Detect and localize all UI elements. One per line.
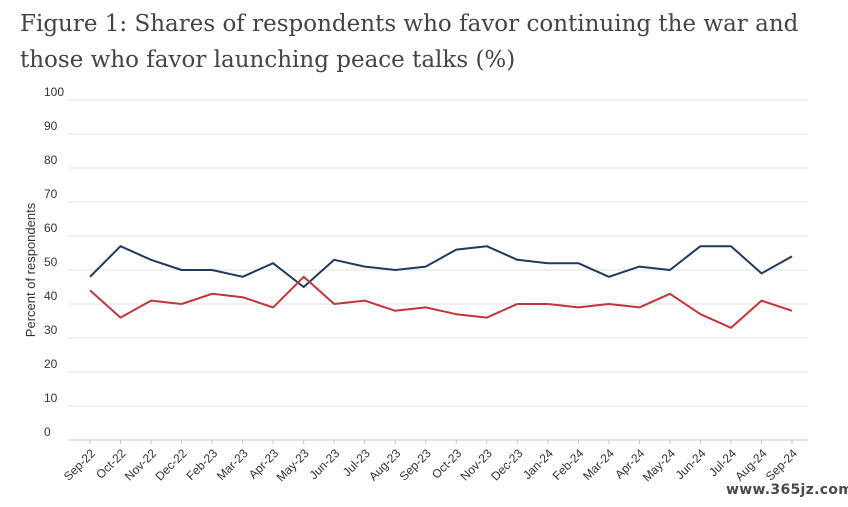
series-lines [89, 245, 793, 329]
x-tick-label: May-23 [274, 446, 312, 484]
x-tick-label: Aug-24 [732, 446, 769, 483]
y-tick-label: 100 [44, 85, 64, 99]
y-axis-ticks: 0 10 20 30 40 50 60 70 80 90 100 [44, 85, 64, 439]
y-tick-label: 10 [44, 391, 58, 405]
x-tick-label: Feb-23 [183, 446, 220, 483]
x-axis-ticks: Sep-22Oct-22Nov-22Dec-22Feb-23Mar-23Apr-… [61, 440, 800, 484]
y-tick-label: 70 [44, 187, 58, 201]
x-tick-label: Nov-23 [458, 446, 495, 483]
y-tick-label: 50 [44, 255, 58, 269]
y-tick-label: 40 [44, 289, 58, 303]
x-tick-label: Dec-23 [488, 446, 525, 483]
x-tick-label: Jan-24 [520, 446, 556, 482]
x-tick-label: Dec-22 [152, 446, 189, 483]
series-line-1 [89, 245, 793, 288]
x-tick-label: May-24 [640, 446, 678, 484]
y-tick-label: 80 [44, 153, 58, 167]
x-tick-label: Jun-23 [306, 446, 342, 482]
x-tick-label: Mar-24 [580, 446, 617, 483]
x-tick-label: Mar-23 [214, 446, 251, 483]
x-tick-label: Aug-23 [366, 446, 403, 483]
y-tick-label: 20 [44, 357, 58, 371]
x-tick-label: Nov-22 [122, 446, 159, 483]
x-tick-label: Feb-24 [550, 446, 587, 483]
x-tick-label: Sep-24 [763, 446, 800, 483]
watermark: www.365jz.com [726, 482, 848, 498]
series-line-2 [89, 275, 793, 329]
y-axis-label: Percent of respondents [23, 202, 38, 337]
y-tick-label: 30 [44, 323, 58, 337]
x-tick-label: Jun-24 [673, 446, 709, 482]
x-tick-label: Sep-22 [61, 446, 98, 483]
y-tick-label: 90 [44, 119, 58, 133]
x-tick-label: Sep-23 [397, 446, 434, 483]
y-tick-label: 60 [44, 221, 58, 235]
y-tick-label: 0 [44, 425, 51, 439]
chart-title: Figure 1: Shares of respondents who favo… [20, 11, 799, 73]
